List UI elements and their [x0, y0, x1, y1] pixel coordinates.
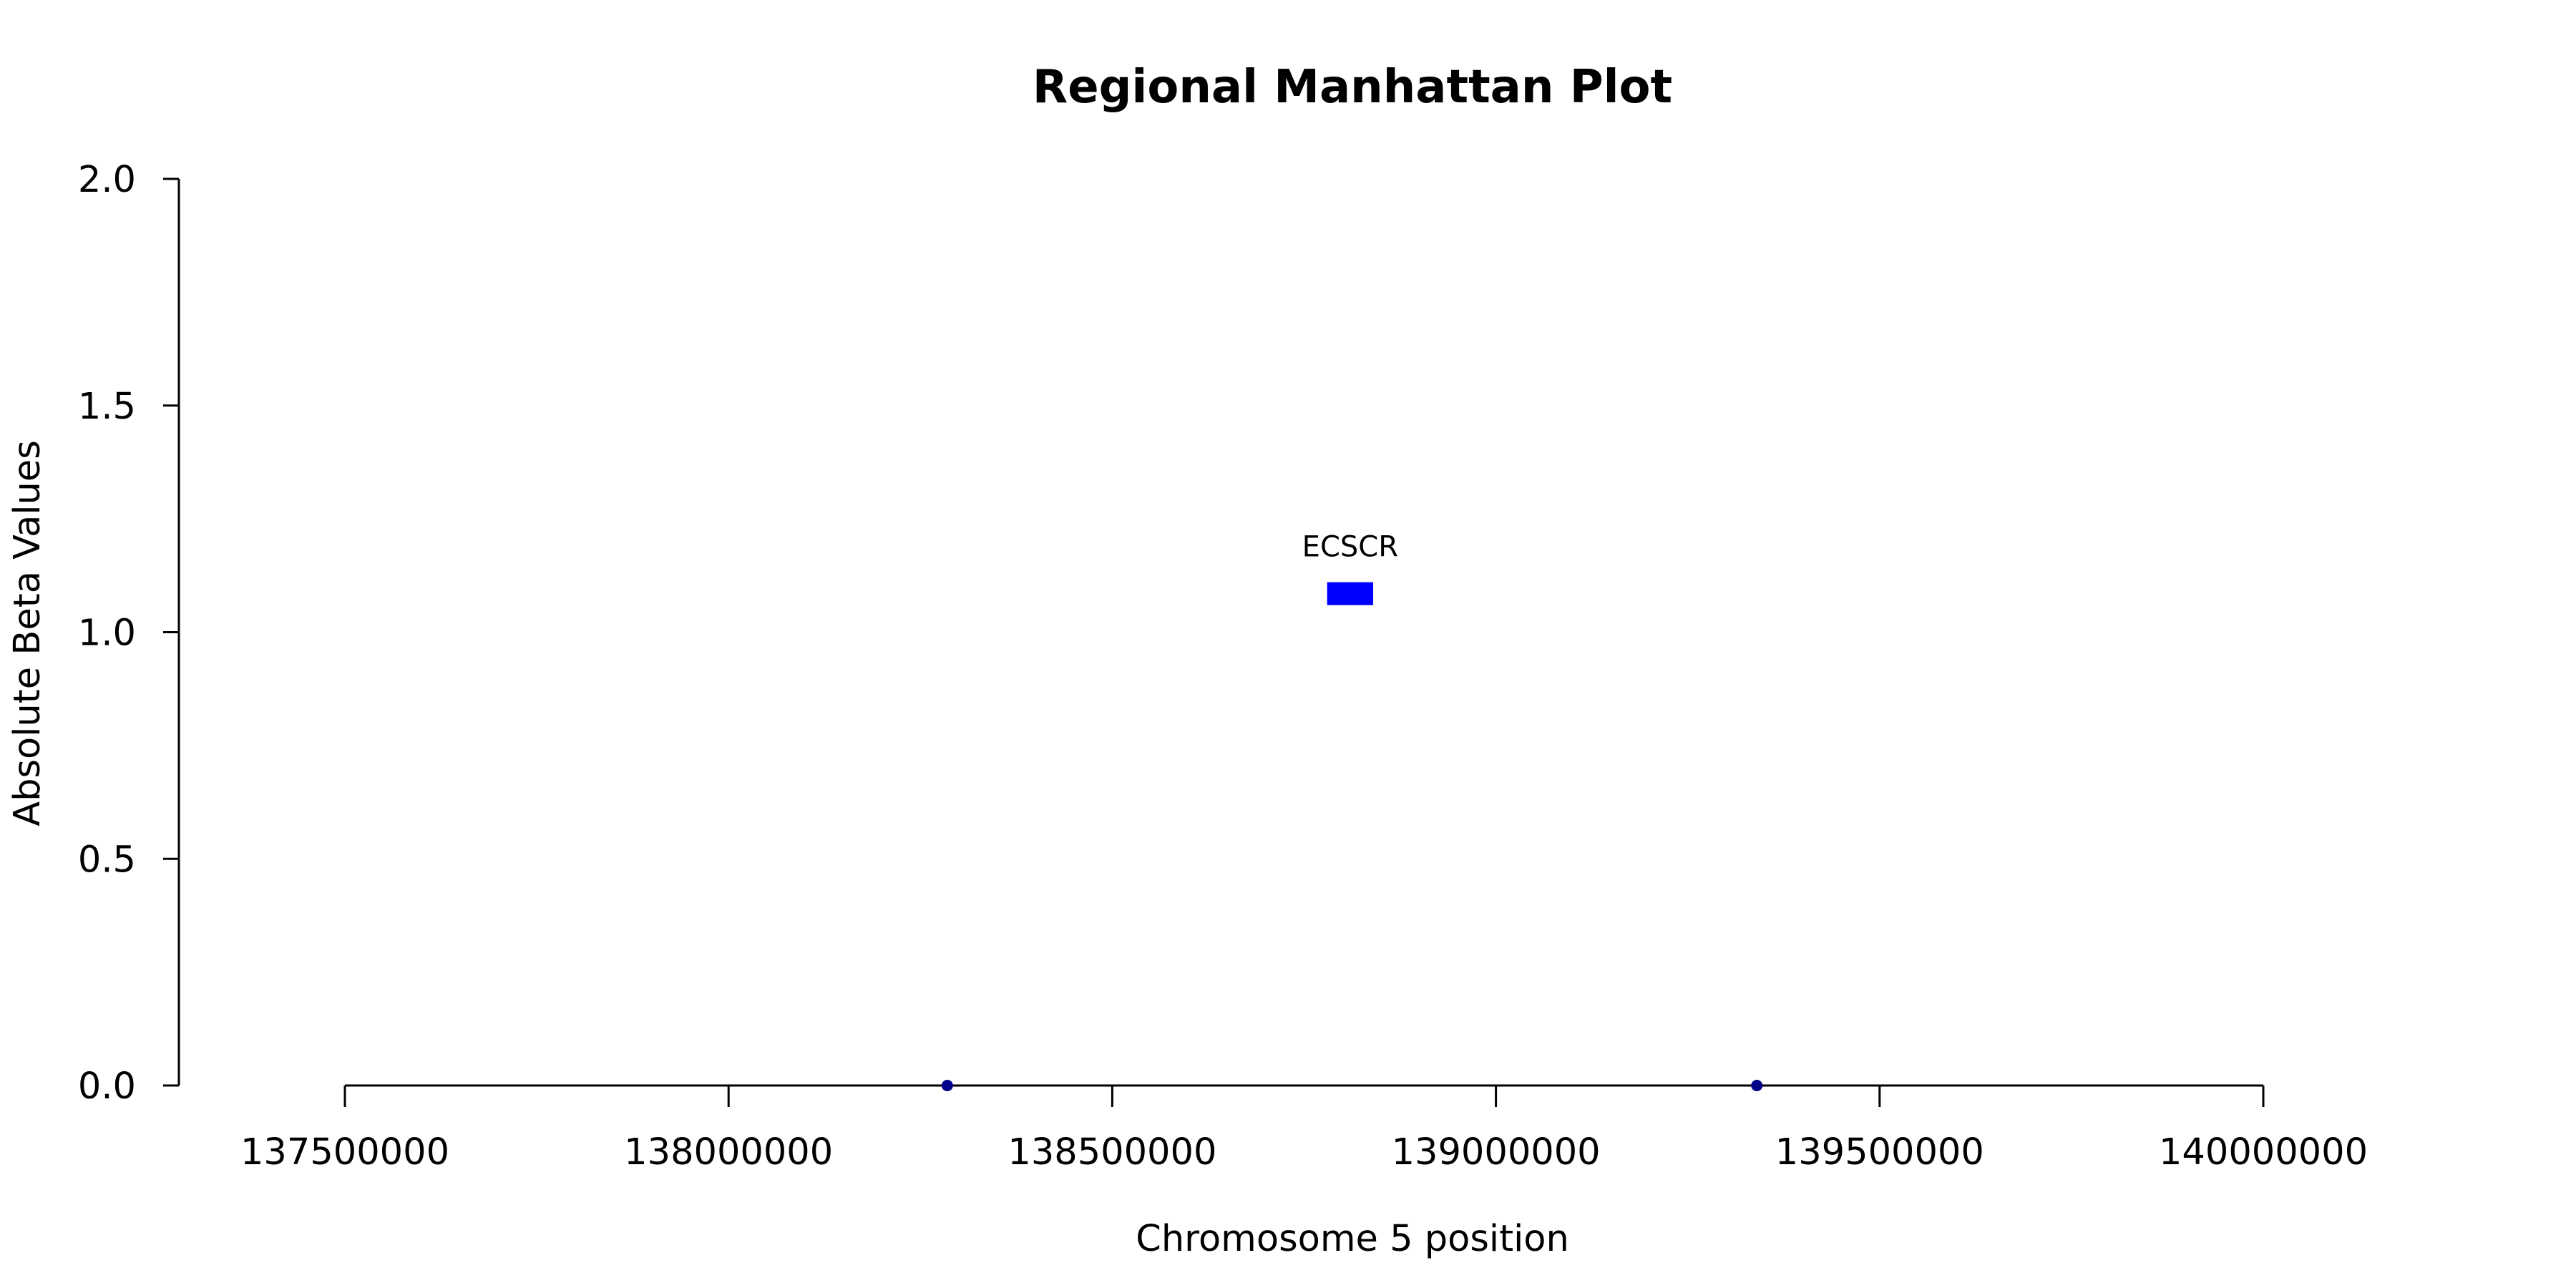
- x-tick-label: 139000000: [1392, 1131, 1601, 1174]
- y-tick-label: 2.0: [78, 159, 136, 201]
- y-axis: 0.0 0.5 1.0 1.5 2.0: [78, 159, 180, 1108]
- x-tick-label: 140000000: [2159, 1131, 2368, 1174]
- data-points: [941, 1080, 1763, 1091]
- x-tick-label: 138000000: [624, 1131, 833, 1174]
- y-axis-label: Absolute Beta Values: [6, 440, 49, 826]
- x-tick-label: 137500000: [240, 1131, 449, 1174]
- x-tick-label: 138500000: [1008, 1131, 1216, 1174]
- data-point: [1751, 1080, 1763, 1091]
- data-point: [941, 1080, 953, 1091]
- x-tick-label: 139500000: [1775, 1131, 1984, 1174]
- gene-label: ECSCR: [1302, 531, 1398, 564]
- gene-box: [1327, 582, 1374, 605]
- y-tick-label: 1.0: [78, 613, 136, 655]
- y-tick-label: 0.5: [78, 839, 136, 881]
- y-tick-label: 0.0: [78, 1065, 136, 1108]
- gene-annotations: ECSCR: [1302, 531, 1398, 605]
- x-axis-label: Chromosome 5 position: [1136, 1218, 1569, 1260]
- y-tick-label: 1.5: [78, 386, 136, 428]
- chart-title: Regional Manhattan Plot: [1033, 61, 1672, 114]
- x-axis: 137500000 138000000 138500000 139000000 1395…: [240, 1084, 2368, 1174]
